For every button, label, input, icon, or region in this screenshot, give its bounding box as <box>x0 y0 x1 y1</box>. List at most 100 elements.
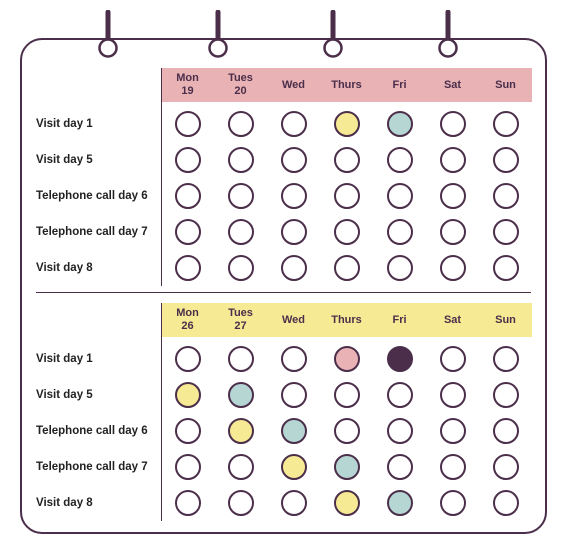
row-label: Telephone call day 7 <box>36 226 161 238</box>
schedule-row: Telephone call day 6 <box>36 413 531 449</box>
day-header-cell: Sun <box>479 68 532 102</box>
day-cell <box>267 490 320 516</box>
day-header-cell: Tues20 <box>214 68 267 102</box>
day-name: Fri <box>392 79 406 92</box>
day-header-cell: Tues27 <box>214 303 267 337</box>
day-name: Mon <box>176 307 199 320</box>
status-circle <box>175 219 201 245</box>
status-circle <box>281 490 307 516</box>
binder-ring <box>318 10 348 62</box>
status-circle <box>228 111 254 137</box>
day-cell <box>479 183 532 209</box>
status-circle <box>334 111 360 137</box>
day-cell <box>373 382 426 408</box>
day-cell <box>161 346 214 372</box>
status-circle <box>440 382 466 408</box>
row-label: Visit day 5 <box>36 154 161 166</box>
status-circle <box>440 111 466 137</box>
status-circle <box>281 418 307 444</box>
row-label: Telephone call day 6 <box>36 425 161 437</box>
day-header-cell: Mon26 <box>161 303 214 337</box>
day-cell <box>426 111 479 137</box>
day-cell <box>267 183 320 209</box>
status-circle <box>493 454 519 480</box>
day-name: Sat <box>444 79 461 92</box>
day-cell <box>426 418 479 444</box>
day-header-row: Mon26Tues27WedThursFriSatSun <box>36 303 531 337</box>
day-name: Tues <box>228 72 253 85</box>
day-cell <box>426 490 479 516</box>
day-cell <box>161 454 214 480</box>
day-cell <box>214 183 267 209</box>
schedule-row: Visit day 1 <box>36 341 531 377</box>
status-circle <box>493 346 519 372</box>
schedule-row: Telephone call day 7 <box>36 449 531 485</box>
day-cell <box>161 111 214 137</box>
day-name: Thurs <box>331 314 362 327</box>
row-label: Visit day 8 <box>36 497 161 509</box>
status-circle <box>334 219 360 245</box>
row-label: Visit day 1 <box>36 118 161 130</box>
day-cell <box>320 382 373 408</box>
schedule-row: Visit day 8 <box>36 250 531 286</box>
status-circle <box>334 418 360 444</box>
schedule-row: Telephone call day 7 <box>36 214 531 250</box>
day-cell <box>479 147 532 173</box>
status-circle <box>334 255 360 281</box>
status-circle <box>387 418 413 444</box>
calendar-diagram: Mon19Tues20WedThursFriSatSunVisit day 1V… <box>10 10 557 544</box>
status-circle <box>493 382 519 408</box>
day-cell <box>373 183 426 209</box>
row-label: Telephone call day 7 <box>36 461 161 473</box>
day-cell <box>161 490 214 516</box>
status-circle <box>440 147 466 173</box>
day-name: Sun <box>495 314 516 327</box>
day-cell <box>426 183 479 209</box>
schedule-row: Visit day 5 <box>36 377 531 413</box>
day-cell <box>426 454 479 480</box>
day-cell <box>161 382 214 408</box>
day-header-bg: Mon26Tues27WedThursFriSatSun <box>161 303 532 337</box>
day-name: Tues <box>228 307 253 320</box>
day-cell <box>161 418 214 444</box>
day-number: 19 <box>181 85 193 98</box>
day-name: Sat <box>444 314 461 327</box>
status-circle <box>440 490 466 516</box>
status-circle <box>493 255 519 281</box>
status-circle <box>175 418 201 444</box>
status-circle <box>175 111 201 137</box>
status-circle <box>493 111 519 137</box>
status-circle <box>334 382 360 408</box>
day-cell <box>214 346 267 372</box>
status-circle <box>387 346 413 372</box>
status-circle <box>228 382 254 408</box>
binder-rings <box>10 10 557 60</box>
status-circle <box>493 418 519 444</box>
status-circle <box>387 490 413 516</box>
status-circle <box>334 346 360 372</box>
status-circle <box>175 454 201 480</box>
day-number: 20 <box>234 85 246 98</box>
row-label: Visit day 8 <box>36 262 161 274</box>
status-circle <box>334 147 360 173</box>
schedule-section: Mon26Tues27WedThursFriSatSunVisit day 1V… <box>36 303 531 521</box>
status-circle <box>175 147 201 173</box>
status-circle <box>281 382 307 408</box>
day-cell <box>214 382 267 408</box>
day-number: 26 <box>181 320 193 333</box>
day-cell <box>267 382 320 408</box>
day-cell <box>426 382 479 408</box>
status-circle <box>281 183 307 209</box>
status-circle <box>175 382 201 408</box>
day-cell <box>320 147 373 173</box>
day-cell <box>161 219 214 245</box>
day-header-cell: Thurs <box>320 303 373 337</box>
schedule-row: Visit day 1 <box>36 106 531 142</box>
day-cell <box>320 418 373 444</box>
day-cell <box>479 418 532 444</box>
status-circle <box>334 490 360 516</box>
status-circle <box>334 454 360 480</box>
schedule-row: Telephone call day 6 <box>36 178 531 214</box>
status-circle <box>440 418 466 444</box>
day-name: Wed <box>282 79 305 92</box>
